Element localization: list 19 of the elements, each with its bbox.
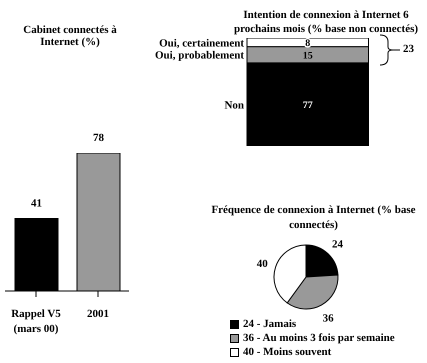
legend-label: 40 - Moins souvent xyxy=(243,346,332,358)
data-label: 78 xyxy=(93,132,104,144)
x-tick-label: Rappel V5 (mars 00) xyxy=(11,308,62,335)
text: 23 xyxy=(403,43,414,55)
data-label: 36 xyxy=(322,312,334,324)
data-label: 15 xyxy=(302,50,313,62)
series-label: Non xyxy=(224,99,244,112)
chart-title: Fréquence de connexion à Internet (% base connectés) xyxy=(210,203,417,233)
legend-label: 36 - Au moins 3 fois par semaine xyxy=(243,332,395,344)
legend-label: 24 - Jamais xyxy=(243,318,296,330)
series-label: Oui, certainement xyxy=(159,37,244,50)
data-label: 40 xyxy=(256,258,268,270)
series-label: Oui, probablement xyxy=(154,50,244,62)
x-tick-label: 2001 xyxy=(87,308,109,320)
data-label: 41 xyxy=(31,197,42,210)
chart-title: Cabinet connectés à Internet (%) xyxy=(22,24,118,48)
chart-title: Intention de connexion à Internet 6 prochains mois (% base non connectés) xyxy=(232,8,420,36)
data-label: 24 xyxy=(332,238,344,250)
data-label: 77 xyxy=(302,100,313,111)
